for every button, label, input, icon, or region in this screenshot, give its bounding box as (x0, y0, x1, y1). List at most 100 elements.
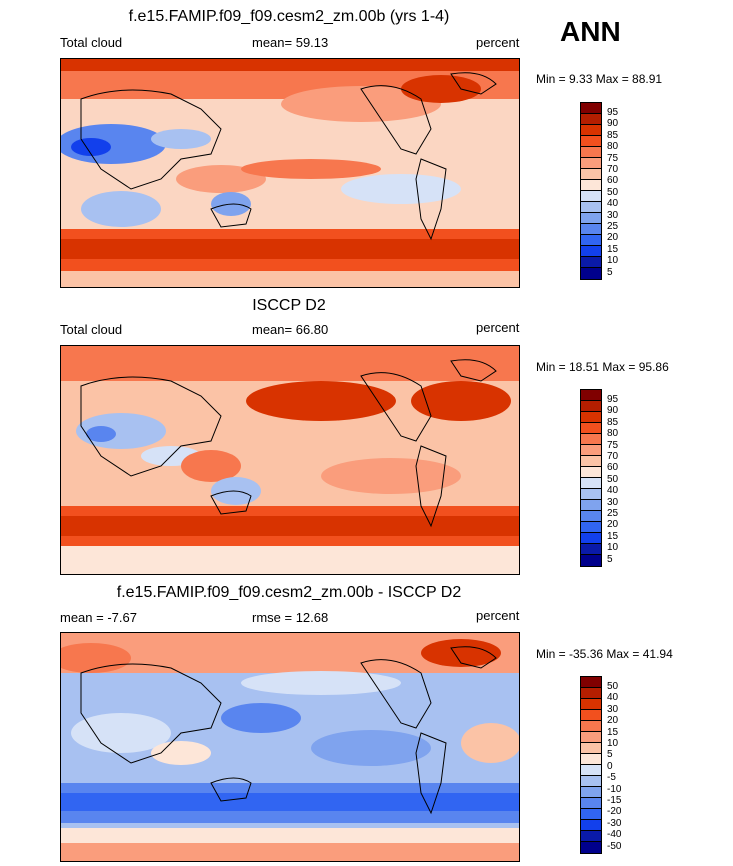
panel-1-minmax: Min = 9.33 Max = 88.91 (536, 72, 663, 86)
panel-1-title: f.e15.FAMIP.f09_f09.cesm2_zm.00b (yrs 1-… (128, 8, 450, 25)
colorbar-segment (581, 765, 601, 776)
panel-3-mean: mean = -7.67 (60, 610, 137, 625)
colorbar-segment (581, 191, 601, 202)
colorbar-tick-label: 85 (607, 416, 619, 428)
panel-2-left-label: Total cloud (60, 322, 123, 337)
panel-3-title: f.e15.FAMIP.f09_f09.cesm2_zm.00b - ISCCP… (116, 584, 462, 601)
colorbar-segment (581, 434, 601, 445)
colorbar-segment (581, 522, 601, 533)
colorbar-segment (581, 544, 601, 555)
colorbar-tick-label: 20 (607, 715, 619, 727)
colorbar-segment (581, 688, 601, 699)
colorbar-tick-label: 30 (607, 496, 619, 508)
colorbar-tick-label: 25 (607, 508, 619, 519)
panel-3-units: percent (476, 608, 520, 623)
colorbar-tick-label: 40 (607, 198, 619, 210)
colorbar-segment (581, 787, 601, 798)
colorbar-segment (581, 500, 601, 511)
colorbar-segment (581, 235, 601, 246)
colorbar-segment (581, 423, 601, 434)
colorbar-tick-label: 70 (607, 164, 619, 175)
colorbar-tick-label: 20 (607, 232, 619, 244)
colorbar-segment (581, 467, 601, 478)
colorbar-tick-label: 40 (607, 692, 619, 704)
colorbar-segment (581, 831, 601, 842)
colorbar-segment (581, 114, 601, 125)
colorbar-tick-label: 0 (607, 760, 613, 772)
colorbar-segment (581, 732, 601, 743)
colorbar-segment (581, 158, 601, 169)
panel-1-units: percent (476, 35, 520, 50)
panel-2-title: ISCCP D2 (252, 297, 326, 314)
colorbar-tick-label: 5 (607, 749, 613, 761)
colorbar-tick-label: 25 (607, 221, 619, 232)
colorbar-tick-label: 95 (607, 394, 619, 405)
colorbar-segment (581, 842, 601, 853)
panel-2-map (60, 345, 520, 575)
colorbar-tick-label: 50 (607, 186, 619, 198)
colorbar-segment (581, 147, 601, 158)
panel-2-mean: mean= 66.80 (252, 322, 329, 337)
colorbar-tick-label: 10 (607, 738, 619, 749)
panel-1-mean: mean= 59.13 (252, 35, 329, 50)
panel-3-minmax: Min = -35.36 Max = 41.94 (536, 647, 673, 661)
colorbar-tick-label: 5 (607, 266, 613, 278)
colorbar-segment (581, 743, 601, 754)
colorbar-tick-label: -5 (607, 772, 616, 784)
colorbar-tick-label: 90 (607, 118, 619, 130)
colorbar-segment (581, 246, 601, 257)
colorbar-segment (581, 511, 601, 522)
colorbar-segment (581, 445, 601, 456)
colorbar-tick-label: 20 (607, 519, 619, 531)
colorbar-tick-label: 30 (607, 209, 619, 221)
colorbar-segment (581, 412, 601, 423)
colorbar-segment (581, 478, 601, 489)
colorbar-tick-label: -30 (607, 817, 622, 829)
colorbar-tick-label: 15 (607, 243, 619, 255)
panel-3-map (60, 632, 520, 862)
colorbar-tick-label: 50 (607, 681, 619, 692)
colorbar-segment (581, 169, 601, 180)
panel-2-minmax: Min = 18.51 Max = 95.86 (536, 360, 669, 374)
colorbar-segment (581, 401, 601, 412)
colorbar-tick-label: 5 (607, 553, 613, 565)
colorbar-segment (581, 820, 601, 831)
colorbar-tick-label: 10 (607, 542, 619, 554)
panel-3-colorbar (580, 676, 602, 854)
colorbar-segment (581, 754, 601, 765)
colorbar-tick-label: 60 (607, 462, 619, 474)
colorbar-segment (581, 721, 601, 732)
colorbar-tick-label: 30 (607, 703, 619, 715)
colorbar-tick-label: 75 (607, 439, 619, 451)
colorbar-segment (581, 489, 601, 500)
colorbar-segment (581, 125, 601, 136)
colorbar-segment (581, 555, 601, 566)
colorbar-tick-label: 75 (607, 152, 619, 164)
colorbar-segment (581, 798, 601, 809)
colorbar-tick-label: -20 (607, 806, 622, 818)
colorbar-tick-label: 15 (607, 530, 619, 542)
colorbar-segment (581, 224, 601, 235)
colorbar-tick-label: 60 (607, 175, 619, 187)
colorbar-segment (581, 677, 601, 688)
colorbar-tick-label: 50 (607, 473, 619, 485)
colorbar-segment (581, 710, 601, 721)
colorbar-segment (581, 776, 601, 787)
season-label: ANN (560, 16, 621, 47)
colorbar-segment (581, 103, 601, 114)
panel-1-left-label: Total cloud (60, 35, 123, 50)
colorbar-tick-label: 70 (607, 451, 619, 462)
colorbar-tick-label: -10 (607, 783, 622, 795)
colorbar-segment (581, 390, 601, 401)
panel-3-rmse: rmse = 12.68 (252, 610, 329, 625)
colorbar-segment (581, 456, 601, 467)
colorbar-tick-label: 80 (607, 141, 619, 153)
colorbar-segment (581, 136, 601, 147)
panel-2-units: percent (476, 320, 520, 335)
colorbar-segment (581, 257, 601, 268)
colorbar-tick-label: 40 (607, 485, 619, 497)
panel-2-colorbar (580, 389, 602, 567)
panel-1-map (60, 58, 520, 288)
panel-1-colorbar (580, 102, 602, 280)
colorbar-tick-label: -50 (607, 840, 622, 852)
